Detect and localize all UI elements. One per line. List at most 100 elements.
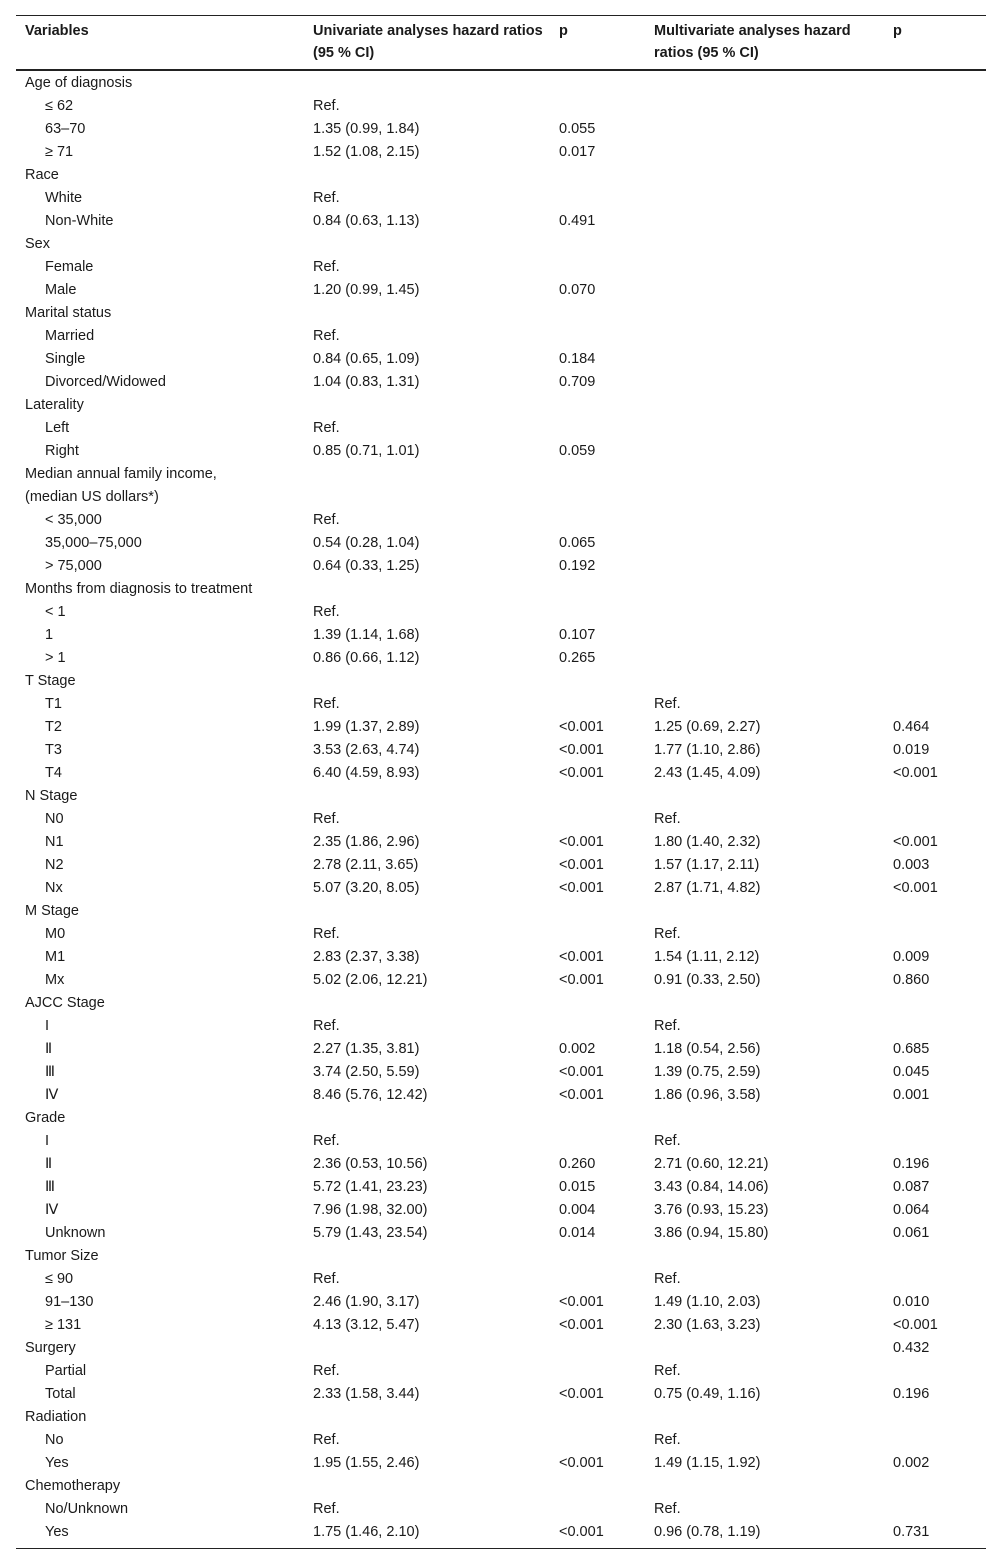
multivariate-hr-cell [654,647,893,670]
variable-cell: N2 [45,857,64,873]
univariate-p-cell: 0.014 [559,1225,596,1241]
header-univariate: Univariate analyses hazard ratios (95 % … [313,23,543,61]
multivariate-p-cell [893,348,986,371]
variable-cell: White [45,190,83,206]
multivariate-hr-cell: 1.25 (0.69, 2.27) [654,719,761,735]
hazard-ratio-table: Variables Univariate analyses hazard rat… [16,15,986,1549]
variable-cell: Median annual family income, (median US … [25,466,217,505]
multivariate-p-cell: 0.009 [893,949,930,965]
univariate-hr-cell: Ref. [313,1133,340,1149]
univariate-p-cell: 0.709 [559,374,596,390]
table-group-row: Median annual family income, (median US … [16,463,986,509]
multivariate-p-cell [893,509,986,532]
table-body: Age of diagnosis ≤ 62 Ref. 63–70 1.35 (0.99,… [16,71,986,1548]
univariate-hr-cell: 5.72 (1.41, 23.23) [313,1179,428,1195]
table-row: I Ref. Ref. [16,1130,986,1153]
variable-cell: 1 [45,627,54,643]
univariate-hr-cell: 2.27 (1.35, 3.81) [313,1041,420,1057]
univariate-hr-cell [313,1475,559,1498]
table-row: ≥ 131 4.13 (3.12, 5.47) <0.001 2.30 (1.63, … [16,1314,986,1337]
multivariate-hr-cell: Ref. [654,811,681,827]
univariate-p-cell: 0.002 [559,1041,596,1057]
multivariate-p-cell: <0.001 [893,765,938,781]
variable-cell: T1 [45,696,62,712]
univariate-hr-cell: Ref. [313,98,340,114]
table-group-row: Months from diagnosis to treatment [16,578,986,601]
multivariate-hr-cell: 0.91 (0.33, 2.50) [654,972,761,988]
multivariate-hr-cell [654,1337,893,1360]
table-row: T1 Ref. Ref. [16,693,986,716]
multivariate-p-cell [893,279,986,302]
variable-cell: > 75,000 [45,558,102,574]
multivariate-hr-cell: 1.77 (1.10, 2.86) [654,742,761,758]
variable-cell: Age of diagnosis [25,75,133,91]
univariate-hr-cell [313,785,559,808]
univariate-p-cell: 0.004 [559,1202,596,1218]
univariate-hr-cell [313,1406,559,1429]
table-row: T3 3.53 (2.63, 4.74) <0.001 1.77 (1.10, 2.8… [16,739,986,762]
univariate-hr-cell: 1.99 (1.37, 2.89) [313,719,420,735]
multivariate-p-cell [893,1475,986,1498]
univariate-p-cell: <0.001 [559,1294,604,1310]
univariate-hr-cell: Ref. [313,259,340,275]
multivariate-p-cell: 0.731 [893,1524,930,1540]
univariate-p-cell [559,256,654,279]
variable-cell: Nx [45,880,63,896]
multivariate-p-cell [893,141,986,164]
header-p-univariate: p [559,23,568,39]
multivariate-p-cell [893,1245,986,1268]
univariate-p-cell [559,1107,654,1130]
variable-cell: ≥ 71 [45,144,74,160]
multivariate-p-cell [893,1406,986,1429]
table-row: Unknown 5.79 (1.43, 23.54) 0.014 3.86 (0.94… [16,1222,986,1245]
table-group-row: Surgery 0.432 [16,1337,986,1360]
multivariate-p-cell [893,555,986,578]
univariate-hr-cell: 0.84 (0.65, 1.09) [313,351,420,367]
univariate-p-cell: 0.070 [559,282,596,298]
variable-cell: Ⅳ [45,1202,59,1218]
univariate-hr-cell: 5.07 (3.20, 8.05) [313,880,420,896]
univariate-hr-cell [313,72,559,95]
multivariate-hr-cell [654,371,893,394]
univariate-p-cell [559,900,654,923]
multivariate-hr-cell [654,187,893,210]
multivariate-p-cell: 0.464 [893,719,930,735]
table-row: M0 Ref. Ref. [16,923,986,946]
table-row: T4 6.40 (4.59, 8.93) <0.001 2.43 (1.45, 4.0… [16,762,986,785]
univariate-hr-cell: 0.64 (0.33, 1.25) [313,558,420,574]
univariate-p-cell [559,693,654,716]
univariate-p-cell [559,1498,654,1521]
multivariate-hr-cell: Ref. [654,696,681,712]
univariate-p-cell [559,785,654,808]
multivariate-hr-cell: 1.49 (1.15, 1.92) [654,1455,761,1471]
multivariate-p-cell [893,1015,986,1038]
table-row: Partial Ref. Ref. [16,1360,986,1383]
univariate-p-cell: 0.055 [559,121,596,137]
multivariate-hr-cell [654,141,893,164]
multivariate-hr-cell: Ref. [654,1432,681,1448]
univariate-hr-cell: Ref. [313,1271,340,1287]
table-row: 91–130 2.46 (1.90, 3.17) <0.001 1.49 (1.10,… [16,1291,986,1314]
multivariate-hr-cell: Ref. [654,1271,681,1287]
variable-cell: M Stage [25,903,79,919]
variable-cell: Race [25,167,59,183]
table-row: > 75,000 0.64 (0.33, 1.25) 0.192 [16,555,986,578]
multivariate-p-cell [893,164,986,187]
univariate-p-cell [559,394,654,417]
multivariate-p-cell: 0.010 [893,1294,930,1310]
multivariate-p-cell: <0.001 [893,880,938,896]
table-group-row: AJCC Stage [16,992,986,1015]
univariate-hr-cell: 0.85 (0.71, 1.01) [313,443,420,459]
univariate-hr-cell [313,900,559,923]
univariate-p-cell: 0.491 [559,213,596,229]
table-group-row: Tumor Size [16,1245,986,1268]
variable-cell: Total [45,1386,76,1402]
multivariate-hr-cell [654,256,893,279]
univariate-p-cell [559,808,654,831]
univariate-p-cell [559,1130,654,1153]
univariate-p-cell [559,1015,654,1038]
table-row: I Ref. Ref. [16,1015,986,1038]
table-row: < 1 Ref. [16,601,986,624]
variable-cell: Laterality [25,397,84,413]
univariate-p-cell [559,1360,654,1383]
